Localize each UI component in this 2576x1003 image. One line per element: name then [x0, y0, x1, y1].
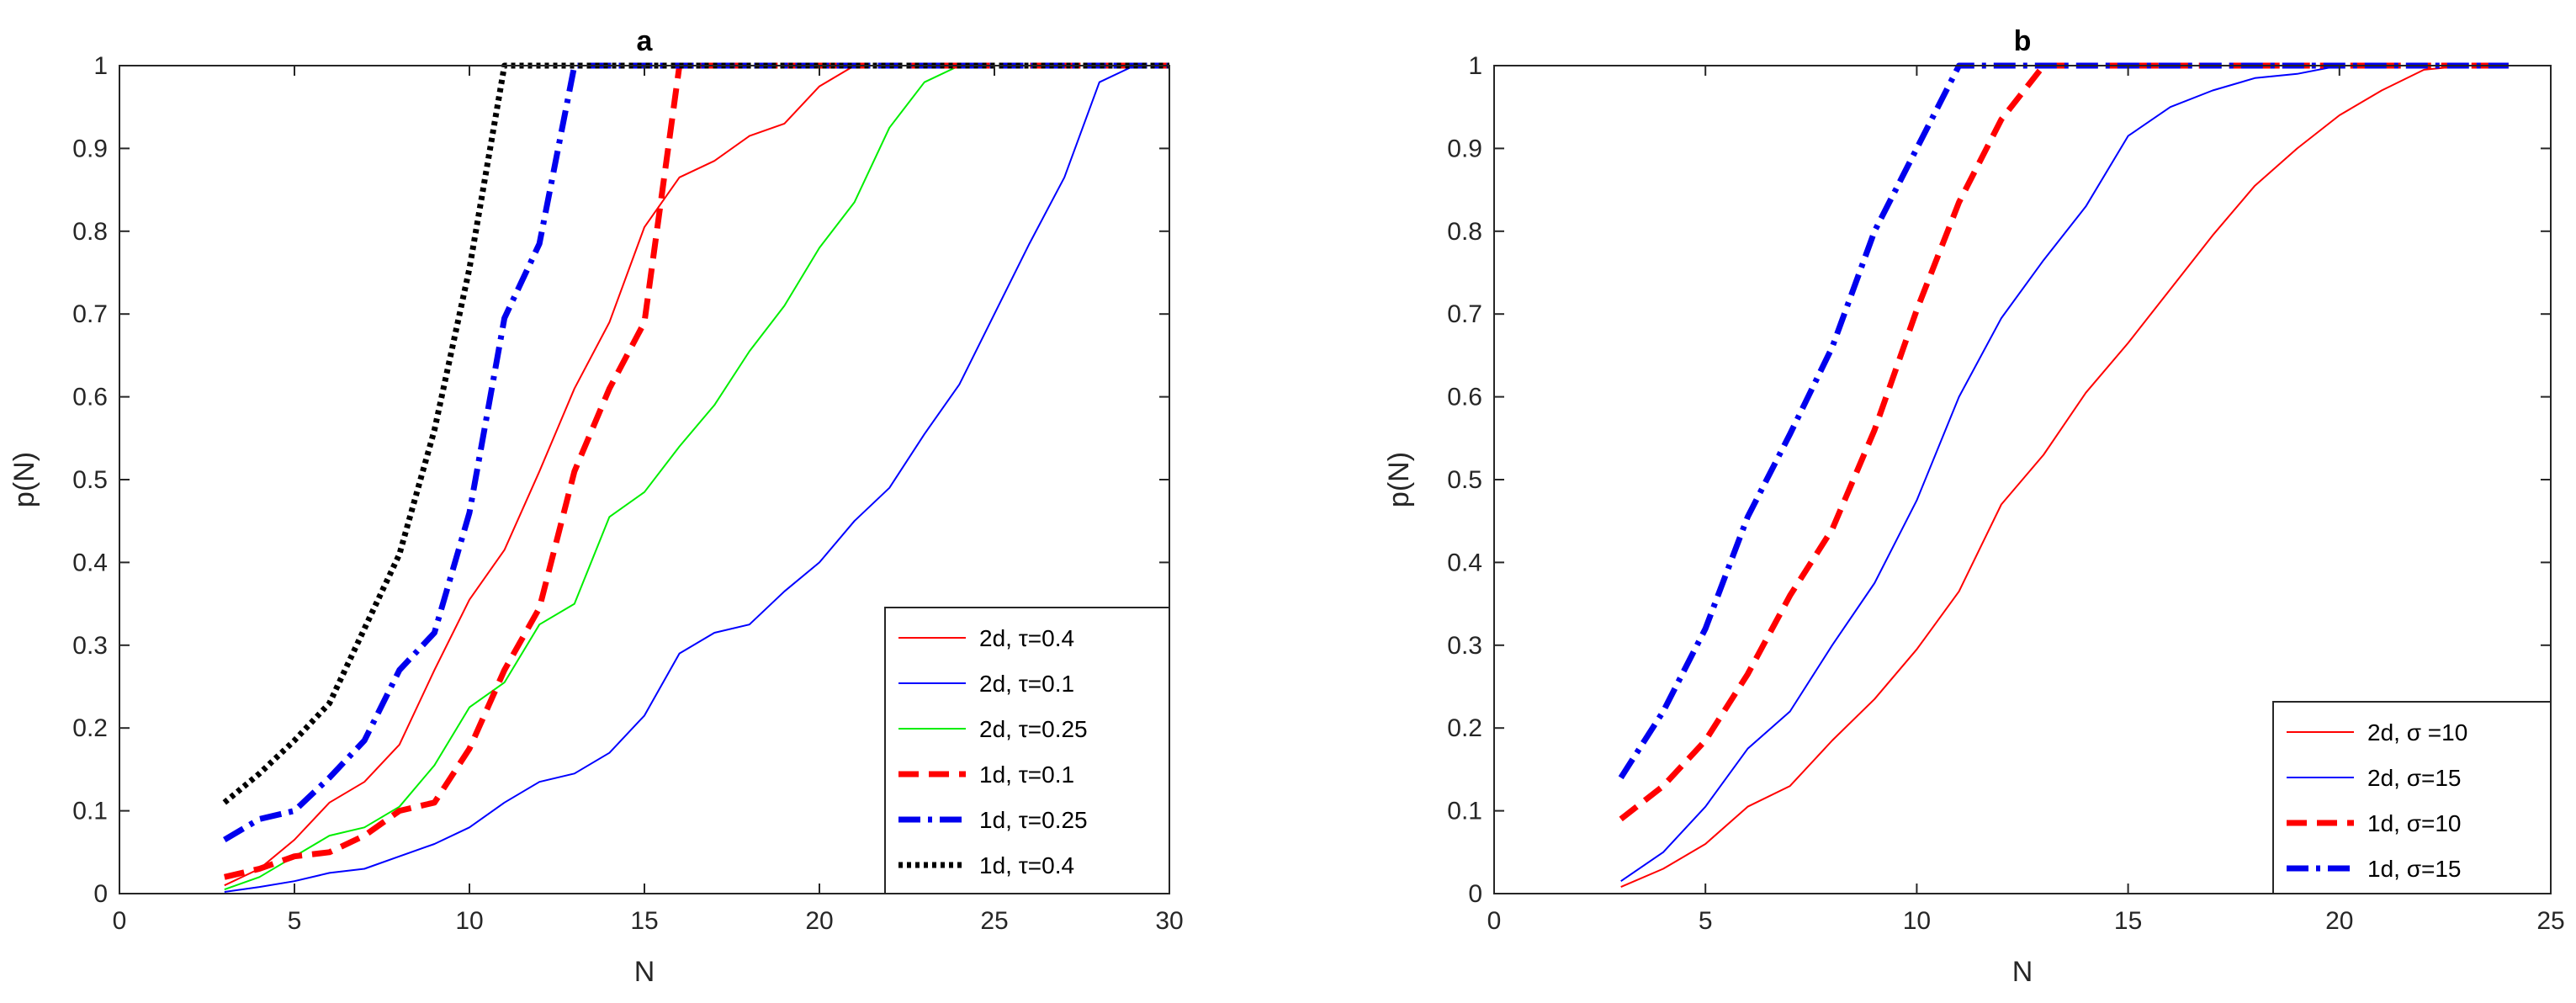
legend-entry-5: 1d, τ=0.25 [979, 807, 1088, 833]
legend-entry-1: 2d, σ =10 [2367, 719, 2467, 746]
legend-entry-2: 2d, σ=15 [2367, 765, 2461, 791]
legend-entry-3: 2d, τ=0.25 [979, 716, 1088, 742]
x-tick-label: 25 [980, 907, 1008, 935]
legend-box [2272, 701, 2552, 894]
y-tick-label: 0.8 [72, 218, 108, 246]
x-axis-label: N [634, 956, 655, 988]
legend-entry-2: 2d, τ=0.1 [979, 671, 1074, 697]
y-tick-label: 0.1 [72, 798, 108, 825]
legend-entry-4: 1d, τ=0.1 [979, 762, 1074, 788]
y-tick-label: 0.9 [1447, 135, 1482, 162]
x-tick-label: 20 [2325, 907, 2353, 935]
y-tick-label: 0.6 [1447, 384, 1482, 411]
x-tick-label: 15 [630, 907, 658, 935]
x-tick-label: 10 [1903, 907, 1931, 935]
y-tick-label: 0.6 [72, 384, 108, 411]
chart-title: a [637, 25, 654, 57]
legend-entry-4: 1d, σ=15 [2367, 856, 2461, 882]
chart-panel-a: 0 5 10 15 20 25 30 0 0.1 0.2 0.3 0.4 0.5 0.6 0.7 0.8 0.9… [8, 25, 1184, 988]
y-tick-label: 0.8 [1447, 218, 1482, 246]
legend-entry-3: 1d, σ=10 [2367, 810, 2461, 836]
y-tick-label: 0.5 [72, 466, 108, 494]
y-tick-label: 0.2 [1447, 714, 1482, 742]
x-tick-label: 30 [1155, 907, 1183, 935]
y-tick-label: 0.2 [72, 714, 108, 742]
x-tick-label: 15 [2114, 907, 2142, 935]
chart-panel-b: 0 5 10 15 20 25 0 0.1 0.2 0.3 0.4 0.5 0.6 0.7 0.8 0.9 1 N… [1383, 25, 2565, 988]
x-tick-label: 25 [2536, 907, 2564, 935]
y-tick-label: 0.3 [72, 632, 108, 660]
series-line-2 [224, 65, 1169, 893]
y-tick-label: 0.9 [72, 135, 108, 162]
legend: 2d, σ =10 2d, σ=15 1d, σ=10 1d, σ=15 [2272, 701, 2552, 894]
y-tick-label: 0.3 [1447, 632, 1482, 660]
y-axis-label: p(N) [8, 452, 40, 507]
x-tick-label: 5 [288, 907, 302, 935]
y-tick-label: 0 [93, 880, 108, 908]
x-tick-label: 0 [1487, 907, 1502, 935]
y-tick-label: 0.5 [1447, 466, 1482, 494]
legend: 2d, τ=0.4 2d, τ=0.1 2d, τ=0.25 1d, τ=0.1 1d,… [884, 607, 1170, 894]
legend-box [884, 607, 1170, 894]
y-tick-label: 0.4 [72, 549, 108, 576]
x-tick-label: 10 [455, 907, 483, 935]
y-tick-label: 0.7 [1447, 300, 1482, 328]
x-tick-label: 20 [805, 907, 833, 935]
x-tick-label: 0 [113, 907, 127, 935]
x-tick-label: 5 [1699, 907, 1713, 935]
y-tick-label: 0.1 [1447, 798, 1482, 825]
series-line-1 [1620, 65, 2509, 889]
y-tick-label: 1 [93, 52, 108, 80]
y-tick-label: 1 [1468, 52, 1482, 80]
legend-entry-1: 2d, τ=0.4 [979, 625, 1074, 651]
y-axis-label: p(N) [1383, 452, 1415, 507]
x-axis-label: N [2012, 956, 2033, 988]
y-tick-label: 0.4 [1447, 549, 1482, 576]
y-tick-label: 0.7 [72, 300, 108, 328]
y-tick-label: 0 [1468, 880, 1482, 908]
chart-title: b [2014, 25, 2032, 57]
legend-entry-6: 1d, τ=0.4 [979, 852, 1074, 878]
